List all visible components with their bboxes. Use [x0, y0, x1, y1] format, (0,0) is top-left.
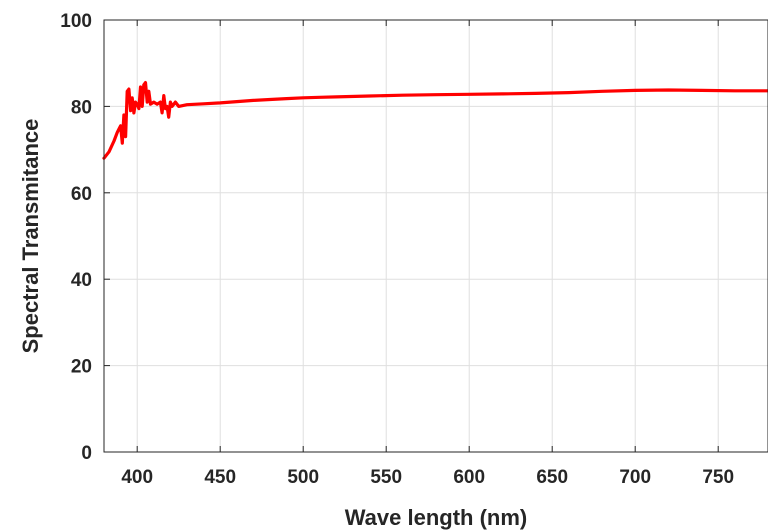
- y-tick-labels: 0 20 40 60 80 100: [60, 11, 92, 464]
- grid-lines: [104, 19, 768, 453]
- x-tick-labels: 400 450 500 550 600 650 700 750: [121, 467, 734, 488]
- y-tick-label: 40: [71, 270, 92, 291]
- x-axis-label: Wave length (nm): [345, 505, 528, 530]
- x-tick-label: 650: [536, 467, 568, 488]
- x-tick-label: 700: [619, 467, 651, 488]
- y-tick-label: 80: [71, 97, 92, 118]
- transmittance-line: [102, 80, 768, 160]
- y-axis-label: Spectral Transmitance: [18, 119, 43, 354]
- y-tick-label: 100: [60, 11, 92, 32]
- axis-ticks: [104, 19, 719, 453]
- plot-frame: [103, 19, 768, 453]
- x-tick-label: 600: [453, 467, 485, 488]
- y-tick-label: 0: [81, 443, 92, 464]
- x-tick-label: 450: [204, 467, 236, 488]
- x-tick-label: 750: [702, 467, 734, 488]
- y-tick-label: 20: [71, 357, 92, 378]
- plot-area: [102, 80, 768, 160]
- y-tick-label: 60: [71, 184, 92, 205]
- x-tick-label: 400: [121, 467, 153, 488]
- x-tick-label: 550: [370, 467, 402, 488]
- x-tick-label: 500: [287, 467, 319, 488]
